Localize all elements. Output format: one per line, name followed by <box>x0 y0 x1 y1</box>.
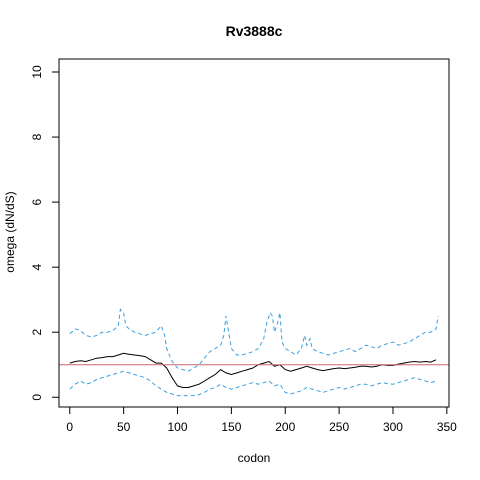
y-tick-label: 8 <box>30 133 44 140</box>
x-tick-label: 350 <box>437 420 457 434</box>
y-tick-label: 4 <box>30 263 44 270</box>
y-tick-label: 0 <box>30 394 44 401</box>
x-tick-label: 250 <box>329 420 349 434</box>
chart-title: Rv3888c <box>226 23 283 39</box>
x-axis-label: codon <box>238 451 271 465</box>
x-tick-label: 150 <box>221 420 241 434</box>
y-axis-label: omega (dN/dS) <box>3 191 17 272</box>
y-tick-label: 10 <box>30 65 44 79</box>
x-tick-label: 300 <box>383 420 403 434</box>
x-tick-label: 100 <box>167 420 187 434</box>
series-line-estimate <box>69 352 437 388</box>
x-tick-label: 50 <box>117 420 131 434</box>
plot-area: 0 50 100 150 200 250 300 350 0 2 4 6 8 10 <box>30 58 457 434</box>
y-tick-label: 6 <box>30 198 44 205</box>
series-line-upper-bound <box>69 308 439 372</box>
x-tick-label: 0 <box>66 420 73 434</box>
y-tick-label: 2 <box>30 329 44 336</box>
x-tick-label: 200 <box>275 420 295 434</box>
series-line-lower-bound <box>69 370 437 397</box>
